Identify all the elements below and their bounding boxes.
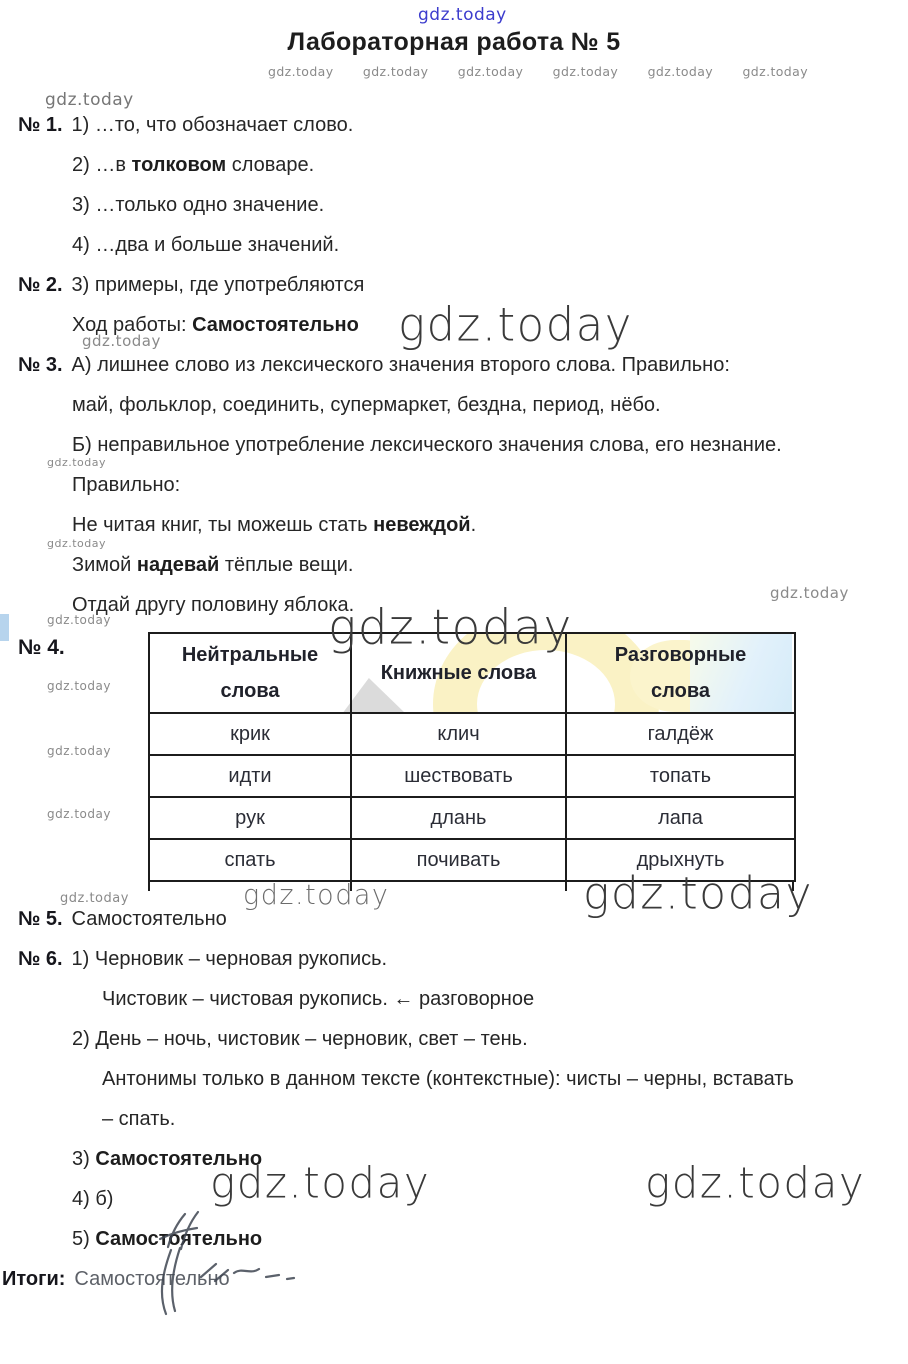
vocabulary-table: Нейтральные слова Книжные слова Разговор…	[148, 632, 796, 882]
scan-artifact	[0, 614, 9, 641]
bold-text: Самостоятельно	[95, 1228, 263, 1250]
task6-item3: 3) Самостоятельно	[18, 1146, 902, 1173]
task6-item4: 4) б)	[72, 1188, 114, 1210]
task3-label: № 3.	[18, 354, 63, 376]
cell: топать	[565, 754, 796, 798]
task1-item2: 2) …в толковом словаре.	[18, 152, 902, 179]
itogi-line: Итоги: Самостоятельно	[2, 1266, 902, 1293]
task5-line: № 5. Самостоятельно	[18, 906, 902, 933]
text: 2) …в	[72, 154, 132, 176]
table-header-row: Нейтральные слова Книжные слова Разговор…	[148, 632, 796, 714]
task2-item1: 3) примеры, где употребляются	[71, 274, 365, 296]
text: .	[470, 514, 477, 536]
watermark: gdz.today	[647, 64, 714, 79]
watermark: gdz.today	[268, 64, 334, 79]
task6-label: № 6.	[18, 948, 63, 970]
task3-sentence1: Не читая книг, ты можешь стать невеждой.	[18, 512, 902, 539]
table-row: крик клич галдёж	[148, 712, 796, 756]
task1-label: № 1.	[18, 114, 63, 136]
text: Ход работы:	[72, 314, 193, 336]
border-stub	[565, 882, 567, 891]
watermark-blue-top: gdz.today	[418, 5, 507, 25]
text: 5)	[72, 1228, 96, 1250]
bold-text: надевай	[136, 554, 220, 576]
cell: крик	[148, 712, 352, 756]
text: тёплые вещи.	[219, 554, 354, 576]
task3-sentence3: Отдай другу половину яблока.	[72, 594, 355, 616]
task5-label: № 5.	[18, 908, 63, 930]
task3-pravilno: Правильно:	[72, 474, 181, 496]
task4-block: № 4. Нейтральные слова Книжные слова Раз…	[18, 632, 902, 891]
cell: длань	[350, 796, 567, 840]
document-content: № 1. 1) …то, что обозначает слово. 2) …в …	[2, 112, 902, 1306]
cell: галдёж	[565, 712, 796, 756]
cell: идти	[148, 754, 352, 798]
text: Не читая книг, ты можешь стать	[72, 514, 374, 536]
border-stub	[148, 882, 150, 891]
task6-item5: 5) Самостоятельно	[18, 1226, 902, 1253]
task4-label: № 4.	[18, 636, 65, 659]
watermark: gdz.today	[45, 90, 134, 110]
watermark: gdz.today	[552, 64, 619, 79]
task3-sentence2: Зимой надевай тёплые вещи.	[18, 552, 902, 579]
watermark: gdz.today	[362, 64, 429, 79]
watermark: gdz.today	[457, 64, 524, 79]
text: Зимой	[72, 554, 137, 576]
cell: шествовать	[350, 754, 567, 798]
task2-line1: № 2. 3) примеры, где употребляются	[18, 272, 902, 299]
cell: почивать	[350, 838, 567, 882]
task6-item2b: Антонимы только в данном тексте (контекс…	[102, 1068, 794, 1090]
task6-item2: 2) День – ночь, чистовик – черновик, све…	[72, 1028, 528, 1050]
cell: лапа	[565, 796, 796, 840]
task1-item4: 4) …два и больше значений.	[72, 234, 340, 256]
task6-line1: № 6. 1) Черновик – черновая рукопись.	[18, 946, 902, 973]
table-row: спать почивать дрыхнуть	[148, 838, 796, 882]
table-row: рук длань лапа	[148, 796, 796, 840]
task2-hod: Ход работы: Самостоятельно	[18, 312, 902, 339]
cell: спать	[148, 838, 352, 882]
bold-text: Самостоятельно	[192, 314, 359, 336]
task6-item1: 1) Черновик – черновая рукопись.	[71, 948, 388, 970]
watermark-row: gdz.today gdz.today gdz.today gdz.today …	[268, 64, 808, 79]
task1-item3: 3) …только одно значение.	[72, 194, 325, 216]
task1-line1: № 1. 1) …то, что обозначает слово.	[18, 112, 902, 139]
cell: рук	[148, 796, 352, 840]
bold-text: Самостоятельно	[95, 1148, 263, 1170]
page-title: Лабораторная работа № 5	[287, 28, 621, 56]
task6-item2c: – спать.	[102, 1108, 176, 1130]
itogi-text: Самостоятельно	[74, 1268, 230, 1290]
cell: клич	[350, 712, 567, 756]
itogi-label: Итоги:	[2, 1268, 66, 1290]
border-stub	[350, 882, 352, 891]
vocabulary-table-wrapper: Нейтральные слова Книжные слова Разговор…	[148, 632, 796, 891]
task3-line-a: № 3. А) лишнее слово из лексического знач…	[18, 352, 902, 379]
col-header-bookish: Книжные слова	[350, 632, 567, 714]
col-header-neutral: Нейтральные слова	[148, 632, 352, 714]
table-row: идти шествовать топать	[148, 754, 796, 798]
task1-item1: 1) …то, что обозначает слово.	[71, 114, 354, 136]
task5-text: Самостоятельно	[71, 908, 227, 930]
task2-label: № 2.	[18, 274, 63, 296]
bold-text: толковом	[131, 154, 227, 176]
task3-item-a: А) лишнее слово из лексического значения…	[71, 354, 730, 376]
text: 3)	[72, 1148, 96, 1170]
task6-item1b: Чистовик – чистовая рукопись. ← разговор…	[102, 988, 535, 1010]
col-header-colloquial: Разговорные слова	[565, 632, 796, 714]
task3-line-b: Б) неправильное употребление лексическог…	[72, 434, 782, 456]
watermark: gdz.today	[742, 64, 808, 79]
bold-text: невеждой	[373, 514, 471, 536]
task3-words: май, фольклор, соединить, супермаркет, б…	[72, 394, 661, 416]
text: словаре.	[226, 154, 315, 176]
border-stub	[792, 882, 794, 891]
cell: дрыхнуть	[565, 838, 796, 882]
